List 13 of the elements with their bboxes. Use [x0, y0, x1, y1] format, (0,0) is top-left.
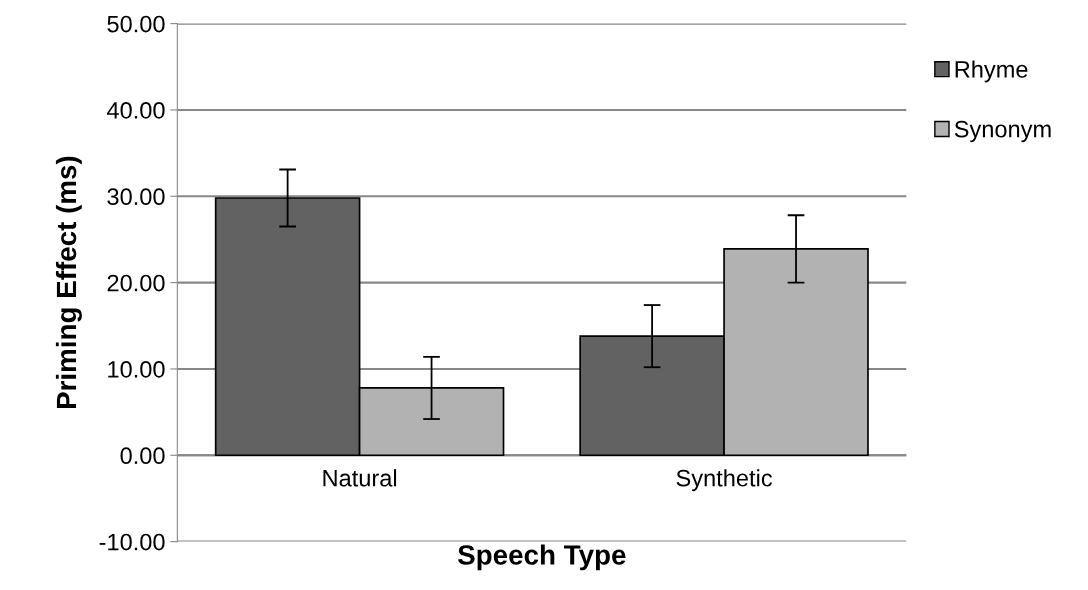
- y-tick-label: 30.00: [107, 188, 165, 206]
- y-tick-label: 20.00: [107, 274, 165, 292]
- y-tick-label: 0.00: [120, 447, 165, 465]
- y-tick-label: 10.00: [108, 361, 165, 378]
- x-tick-label: Synthetic: [676, 469, 772, 492]
- x-axis-title: Speech Type: [457, 544, 626, 571]
- y-axis-title: Priming Effect (ms): [55, 156, 82, 409]
- y-tick-label: -10.00: [99, 533, 165, 551]
- legend-label: Synonym: [954, 120, 1051, 143]
- y-tick-label: 50.00: [107, 15, 165, 33]
- y-tick-label: 40.00: [107, 102, 165, 119]
- x-tick-label: Natural: [323, 469, 397, 487]
- legend-label: Rhyme: [955, 60, 1028, 83]
